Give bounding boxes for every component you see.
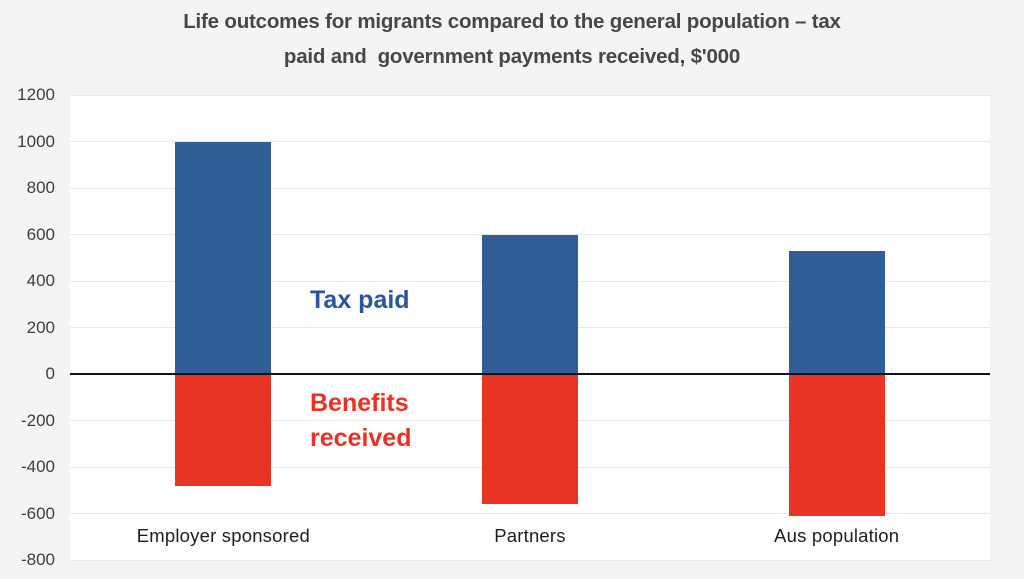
y-tick-label--400: -400 bbox=[20, 457, 55, 476]
y-tick-label--800: -800 bbox=[20, 550, 55, 569]
bar-benefits-received-aus-population bbox=[788, 374, 885, 516]
y-tick-label-400: 400 bbox=[26, 271, 55, 290]
gridline-800 bbox=[70, 187, 990, 189]
bar-tax-paid-employer-sponsored bbox=[175, 141, 272, 374]
chart-title: Life outcomes for migrants compared to t… bbox=[0, 4, 1024, 74]
bar-benefits-received-partners bbox=[482, 374, 578, 505]
y-tick-label--200: -200 bbox=[20, 410, 55, 430]
gridline-1200 bbox=[70, 94, 990, 96]
gridline--800 bbox=[70, 559, 990, 561]
bar-tax-paid-aus-population bbox=[788, 250, 885, 374]
category-label-aus-population: Aus population bbox=[774, 525, 900, 546]
plot-area: Tax paid Benefits received Employer spon… bbox=[70, 94, 990, 561]
chart-title-line1: Life outcomes for migrants compared to t… bbox=[183, 10, 841, 33]
bar-tax-paid-partners bbox=[482, 234, 578, 374]
y-tick-label-600: 600 bbox=[26, 224, 55, 244]
category-label-employer-sponsored: Employer sponsored bbox=[136, 525, 310, 546]
y-tick-label-1200: 1200 bbox=[17, 85, 55, 104]
y-tick-label-1000: 1000 bbox=[17, 131, 55, 151]
category-label-partners: Partners bbox=[494, 525, 566, 546]
gridline-1000 bbox=[70, 141, 990, 142]
zero-axis-line bbox=[70, 373, 990, 375]
y-tick-label-800: 800 bbox=[26, 178, 55, 197]
chart-title-line2: paid and government payments received, $… bbox=[283, 45, 741, 68]
y-tick-label-0: 0 bbox=[45, 364, 55, 383]
gridline--600 bbox=[70, 513, 990, 514]
y-tick-label-200: 200 bbox=[26, 317, 55, 337]
y-tick-label--600: -600 bbox=[20, 503, 55, 523]
series-label-benefits-received: Benefits received bbox=[310, 389, 412, 452]
series-label-tax-paid: Tax paid bbox=[310, 286, 410, 314]
bar-benefits-received-employer-sponsored bbox=[175, 374, 272, 486]
